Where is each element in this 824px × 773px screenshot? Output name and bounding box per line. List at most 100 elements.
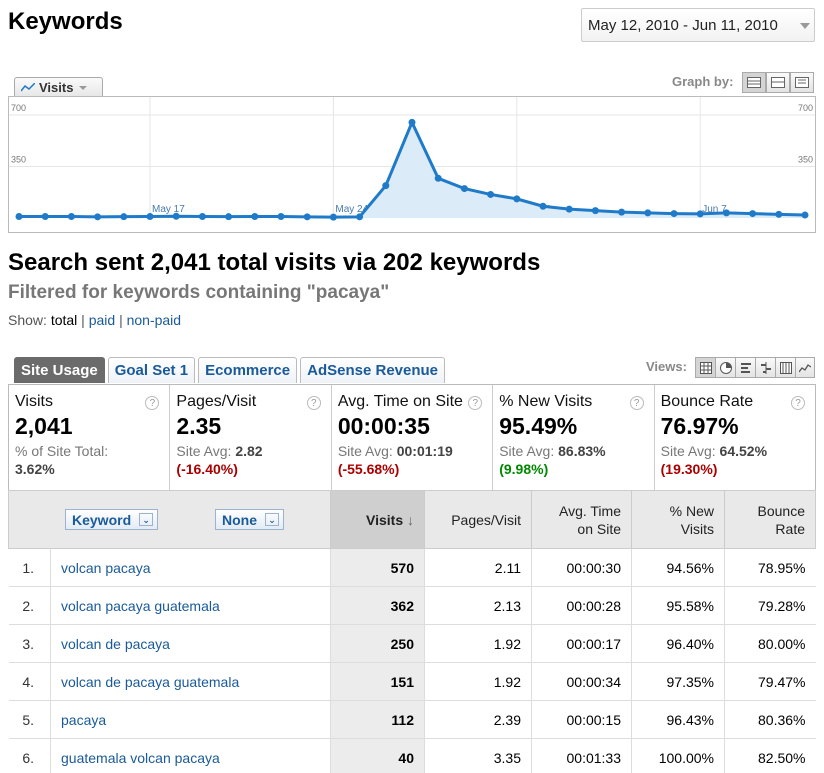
data-point[interactable] xyxy=(120,213,128,221)
scorecard-change: (9.98%) xyxy=(499,461,549,477)
graph-by-week-button[interactable] xyxy=(766,72,790,93)
time-cell: 00:00:28 xyxy=(531,586,632,625)
scorecard-cell: Bounce Rate? 76.97% Site Avg: 64.52% (19.30… xyxy=(655,385,815,490)
pages-column-header[interactable]: Pages/Visit xyxy=(424,490,532,549)
scorecard-sub-label: % of Site Total: xyxy=(15,443,109,459)
help-icon[interactable]: ? xyxy=(145,396,160,410)
primary-dimension-select[interactable]: Keyword ⌄ xyxy=(65,509,159,530)
tab-goal-set-1[interactable]: Goal Set 1 xyxy=(107,357,196,383)
data-point[interactable] xyxy=(487,190,495,198)
data-point[interactable] xyxy=(329,213,337,221)
comparison-view-button[interactable] xyxy=(755,357,775,378)
show-paid-link[interactable]: paid xyxy=(88,312,116,328)
tab-ecommerce[interactable]: Ecommerce xyxy=(198,357,298,383)
help-icon[interactable]: ? xyxy=(306,396,321,410)
data-point[interactable] xyxy=(565,205,573,213)
data-point[interactable] xyxy=(722,209,730,217)
data-point[interactable] xyxy=(41,213,49,221)
visits-column-header[interactable]: Visits ↓ xyxy=(330,490,425,549)
time-cell: 00:00:15 xyxy=(531,700,632,739)
visits-cell: 570 xyxy=(330,548,425,587)
data-point[interactable] xyxy=(618,208,626,216)
scorecard-comparison: % of Site Total: 3.62% xyxy=(15,442,163,478)
table-row: 5. pacaya 112 2.39 00:00:15 96.43% 80.36% xyxy=(8,700,816,739)
bounce-column-header[interactable]: Bounce Rate xyxy=(724,490,816,549)
show-total[interactable]: total xyxy=(50,312,78,328)
data-point[interactable] xyxy=(172,212,180,220)
data-point[interactable] xyxy=(696,210,704,218)
pages-cell: 2.11 xyxy=(424,548,532,587)
data-point[interactable] xyxy=(539,202,547,210)
separator: | xyxy=(81,312,85,328)
graph-by-day-button[interactable] xyxy=(742,72,766,93)
x-tick-label: May 17 xyxy=(152,204,185,215)
keyword-link[interactable]: pacaya xyxy=(50,700,331,739)
data-point[interactable] xyxy=(303,213,311,221)
data-point[interactable] xyxy=(15,213,23,221)
performance-view-button[interactable] xyxy=(735,357,755,378)
line-chart-icon xyxy=(21,83,35,92)
tab-site-usage[interactable]: Site Usage xyxy=(14,357,105,383)
graph-by-month-button[interactable] xyxy=(790,72,814,93)
data-point[interactable] xyxy=(670,210,678,218)
new-visits-cell: 97.35% xyxy=(631,662,725,701)
scorecard-label: % New Visits xyxy=(499,393,593,410)
tab-adsense-revenue[interactable]: AdSense Revenue xyxy=(300,357,446,383)
keyword-link[interactable]: volcan de pacaya xyxy=(50,624,331,663)
time-column-header[interactable]: Avg. Time on Site xyxy=(531,490,632,549)
data-point[interactable] xyxy=(94,213,102,221)
data-point[interactable] xyxy=(801,211,809,219)
data-point[interactable] xyxy=(513,195,521,203)
pie-view-button[interactable] xyxy=(715,357,735,378)
scorecard-sub-label: Site Avg: xyxy=(660,443,716,459)
date-range-picker[interactable]: May 12, 2010 - Jun 11, 2010 xyxy=(581,8,815,42)
data-point[interactable] xyxy=(460,185,468,193)
chevron-down-icon xyxy=(79,85,88,90)
scorecard-value: 2.35 xyxy=(176,413,222,439)
data-point[interactable] xyxy=(198,213,206,221)
data-point[interactable] xyxy=(67,213,75,221)
data-point[interactable] xyxy=(225,213,233,221)
comparison-icon xyxy=(760,361,771,374)
sparkline-view-button[interactable] xyxy=(795,357,815,378)
new-header-label-2: Visits xyxy=(680,520,714,537)
new-visits-column-header[interactable]: % New Visits xyxy=(631,490,725,549)
graph-metric-label: Visits xyxy=(39,80,74,95)
pivot-view-button[interactable] xyxy=(775,357,795,378)
data-point[interactable] xyxy=(775,210,783,218)
new-header-label-1: % New xyxy=(669,502,714,519)
help-icon[interactable]: ? xyxy=(629,396,644,410)
show-nonpaid-link[interactable]: non-paid xyxy=(126,312,182,328)
keyword-link[interactable]: volcan pacaya guatemala xyxy=(50,586,331,625)
week-grid-icon xyxy=(771,77,785,88)
table-view-button[interactable] xyxy=(695,357,715,378)
data-point[interactable] xyxy=(146,213,154,221)
help-icon[interactable]: ? xyxy=(468,396,483,410)
data-point[interactable] xyxy=(251,213,259,221)
filter-description: Filtered for keywords containing "pacaya… xyxy=(8,282,390,303)
help-icon[interactable]: ? xyxy=(791,396,806,410)
keyword-link[interactable]: volcan pacaya xyxy=(50,548,331,587)
time-cell: 00:00:30 xyxy=(531,548,632,587)
keyword-link[interactable]: guatemala volcan pacaya xyxy=(50,738,331,773)
data-point[interactable] xyxy=(749,210,757,218)
data-point[interactable] xyxy=(408,118,416,126)
data-point[interactable] xyxy=(434,174,442,182)
new-visits-cell: 95.58% xyxy=(631,586,725,625)
secondary-dimension-select[interactable]: None ⌄ xyxy=(215,509,284,530)
pages-cell: 2.39 xyxy=(424,700,532,739)
graph-metric-select[interactable]: Visits xyxy=(14,77,103,97)
data-point[interactable] xyxy=(644,209,652,217)
bounce-cell: 82.50% xyxy=(724,738,816,773)
data-point[interactable] xyxy=(382,182,390,190)
data-point[interactable] xyxy=(591,207,599,215)
time-header-label-2: on Site xyxy=(577,520,621,537)
data-point[interactable] xyxy=(356,213,364,221)
keyword-link[interactable]: volcan de pacaya guatemala xyxy=(50,662,331,701)
table-row: 3. volcan de pacaya 250 1.92 00:00:17 96.40% 8… xyxy=(8,624,816,663)
scorecard-label: Pages/Visit xyxy=(176,393,257,410)
row-number: 3. xyxy=(8,624,51,663)
pages-header-label: Pages/Visit xyxy=(451,511,521,528)
data-point[interactable] xyxy=(277,213,285,221)
